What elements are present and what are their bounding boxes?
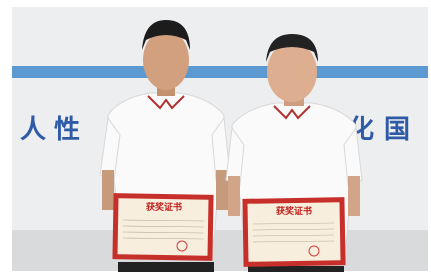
certificate-title: 获奖证书 bbox=[146, 201, 182, 213]
floor-shadow bbox=[12, 230, 428, 271]
blue-stripe bbox=[12, 66, 428, 78]
photo: 人性 化国 获奖证书 bbox=[0, 0, 431, 277]
certificate-right: 获奖证书 bbox=[242, 197, 345, 267]
certificate-title: 获奖证书 bbox=[276, 205, 312, 217]
wall-text-right: 化国 bbox=[348, 115, 420, 145]
wall-text-left: 人性 bbox=[20, 115, 88, 145]
certificate-left: 获奖证书 bbox=[112, 193, 213, 261]
